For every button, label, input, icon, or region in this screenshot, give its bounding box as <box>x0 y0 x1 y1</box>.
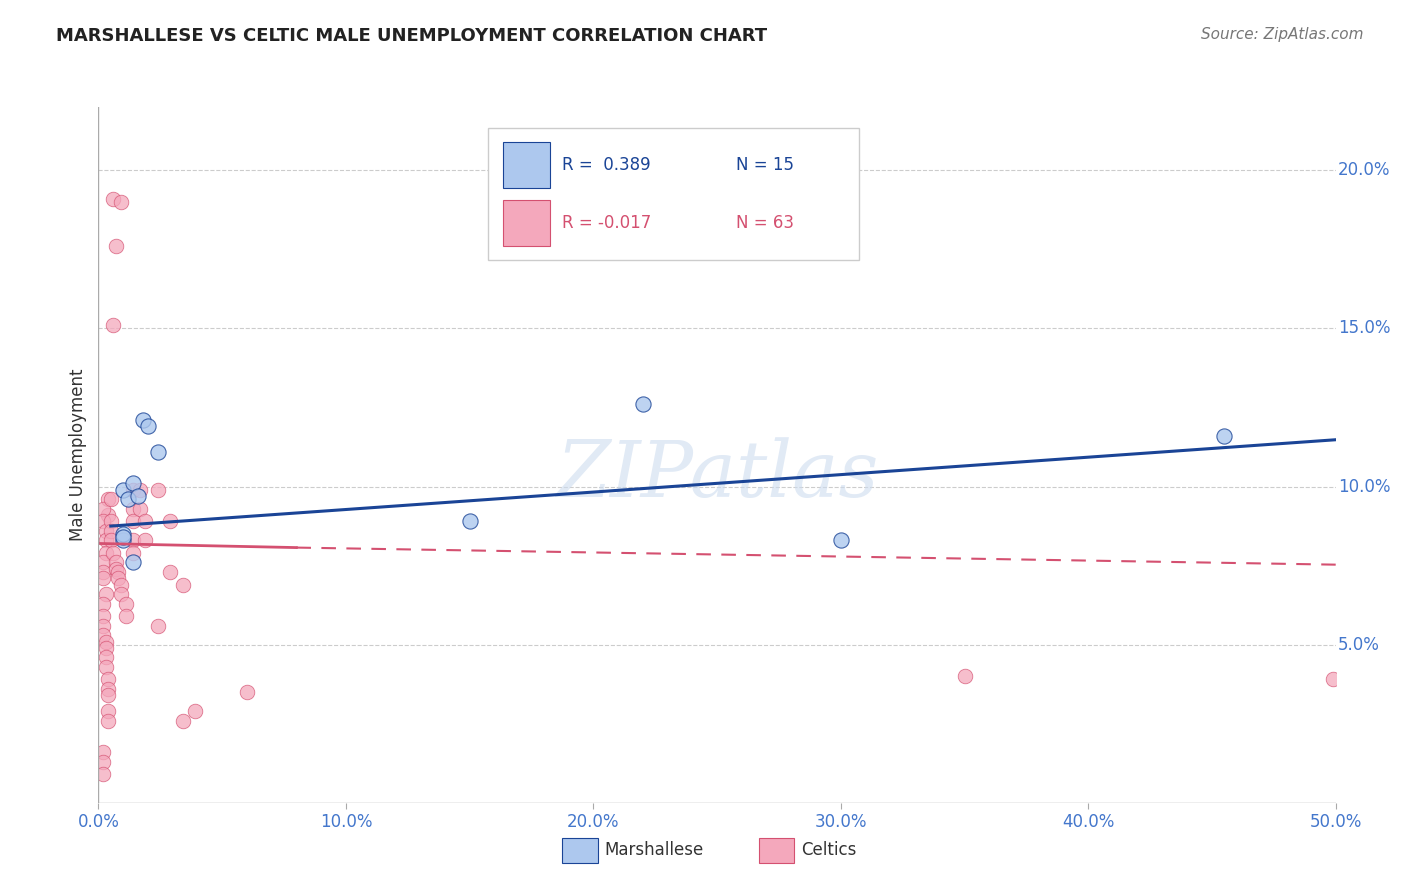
Point <box>136 419 159 434</box>
Point <box>97 714 120 728</box>
Point <box>93 501 115 516</box>
Point <box>103 192 125 206</box>
Point <box>93 767 115 781</box>
Point <box>236 685 259 699</box>
Point <box>458 514 481 528</box>
Point <box>132 413 155 427</box>
Point <box>93 514 115 528</box>
Point <box>134 533 156 548</box>
Point <box>104 556 127 570</box>
Point <box>172 577 194 591</box>
FancyBboxPatch shape <box>488 128 859 260</box>
Point <box>94 640 117 655</box>
Y-axis label: Male Unemployment: Male Unemployment <box>69 368 87 541</box>
Point <box>114 597 136 611</box>
Text: 10.0%: 10.0% <box>1339 477 1391 496</box>
Point <box>93 571 115 585</box>
Point <box>122 556 145 570</box>
Point <box>953 669 976 683</box>
Point <box>97 492 120 507</box>
Point <box>1322 673 1344 687</box>
Text: N = 15: N = 15 <box>735 156 793 174</box>
Point <box>146 483 169 497</box>
Point <box>172 714 194 728</box>
Point <box>122 533 145 548</box>
Point <box>146 444 169 458</box>
Point <box>129 501 152 516</box>
Point <box>129 483 152 497</box>
Point <box>112 527 135 541</box>
Point <box>114 609 136 624</box>
Point <box>93 565 115 579</box>
Point <box>100 492 122 507</box>
Point <box>103 546 125 560</box>
Point <box>93 556 115 570</box>
Point <box>93 628 115 642</box>
Point <box>110 194 132 209</box>
Point <box>93 755 115 769</box>
Bar <box>503 142 550 188</box>
Point <box>97 681 120 696</box>
Point <box>100 524 122 538</box>
Point <box>93 597 115 611</box>
Point <box>107 565 129 579</box>
Point <box>100 533 122 548</box>
Point <box>94 533 117 548</box>
Text: MARSHALLESE VS CELTIC MALE UNEMPLOYMENT CORRELATION CHART: MARSHALLESE VS CELTIC MALE UNEMPLOYMENT … <box>56 27 768 45</box>
Point <box>97 508 120 522</box>
Text: 20.0%: 20.0% <box>1339 161 1391 179</box>
Point <box>631 397 654 411</box>
Point <box>112 483 135 497</box>
Text: Celtics: Celtics <box>801 841 856 859</box>
Point <box>97 688 120 702</box>
Point <box>122 483 145 497</box>
Point <box>94 524 117 538</box>
Point <box>122 514 145 528</box>
Point <box>97 704 120 718</box>
Text: ZIPatlas: ZIPatlas <box>555 438 879 514</box>
Text: 5.0%: 5.0% <box>1339 636 1381 654</box>
Bar <box>503 200 550 246</box>
Point <box>112 530 135 544</box>
Point <box>97 673 120 687</box>
Text: R =  0.389: R = 0.389 <box>562 156 651 174</box>
Point <box>134 514 156 528</box>
Point <box>94 546 117 560</box>
Point <box>159 514 181 528</box>
Text: Marshallese: Marshallese <box>605 841 704 859</box>
Point <box>93 609 115 624</box>
Point <box>117 492 139 507</box>
Point <box>830 533 852 548</box>
Point <box>112 533 135 548</box>
Point <box>159 565 181 579</box>
Point <box>127 489 149 503</box>
Point <box>103 318 125 333</box>
Text: R = -0.017: R = -0.017 <box>562 214 651 232</box>
Point <box>110 587 132 601</box>
Point <box>1213 429 1236 443</box>
Point <box>94 660 117 674</box>
Point <box>184 704 207 718</box>
Text: 15.0%: 15.0% <box>1339 319 1391 337</box>
Point <box>110 577 132 591</box>
Point <box>122 546 145 560</box>
Point <box>107 571 129 585</box>
Point <box>94 650 117 665</box>
Point <box>104 562 127 576</box>
Text: Source: ZipAtlas.com: Source: ZipAtlas.com <box>1201 27 1364 42</box>
Point <box>122 501 145 516</box>
Point <box>104 239 127 253</box>
Point <box>122 476 145 491</box>
Point <box>93 618 115 632</box>
Point <box>94 587 117 601</box>
Point <box>146 618 169 632</box>
Point <box>94 634 117 648</box>
Text: N = 63: N = 63 <box>735 214 793 232</box>
Point <box>93 745 115 759</box>
Point <box>100 514 122 528</box>
